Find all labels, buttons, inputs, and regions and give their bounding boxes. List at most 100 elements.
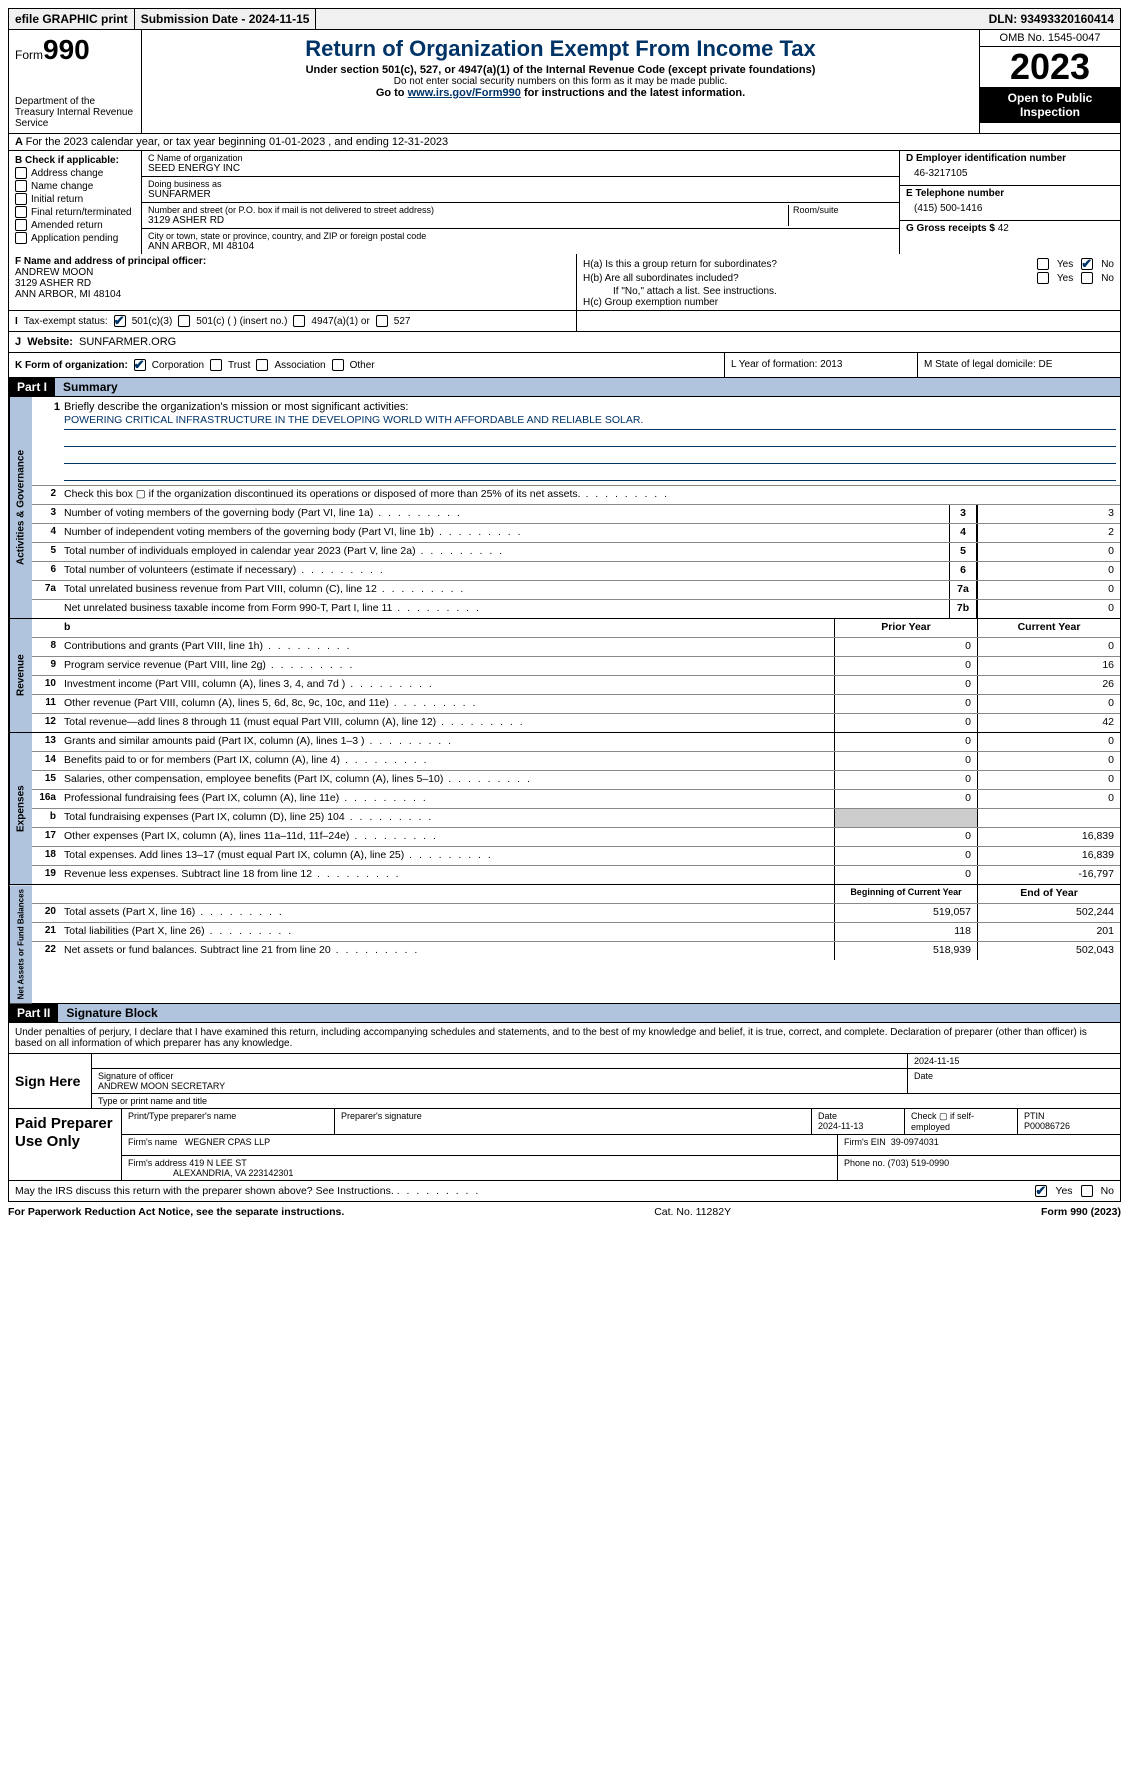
cb-ha-no[interactable]	[1081, 258, 1093, 270]
mission-text: POWERING CRITICAL INFRASTRUCTURE IN THE …	[64, 413, 1116, 430]
part1-title: Summary	[55, 378, 1120, 396]
vtab-exp: Expenses	[9, 733, 32, 884]
summary-line: bTotal fundraising expenses (Part IX, co…	[32, 809, 1120, 828]
form-number: Form990	[15, 34, 135, 66]
summary-line: 18Total expenses. Add lines 13–17 (must …	[32, 847, 1120, 866]
org-name: SEED ENERGY INC	[148, 163, 893, 174]
discuss-question: May the IRS discuss this return with the…	[15, 1185, 394, 1197]
row-klm: K Form of organization: Corporation Trus…	[8, 353, 1121, 378]
rev-h2: Current Year	[977, 619, 1120, 637]
col-b-label: B Check if applicable:	[15, 155, 135, 166]
tax-status-label: Tax-exempt status:	[24, 316, 108, 327]
sig-name-label: Type or print name and title	[92, 1094, 1120, 1108]
lbl-address-change: Address change	[31, 168, 103, 179]
inspection-label: Open to Public Inspection	[980, 87, 1120, 123]
sig-officer-label: Signature of officer	[98, 1071, 173, 1081]
cb-ha-yes[interactable]	[1037, 258, 1049, 270]
cb-address-change[interactable]	[15, 167, 27, 179]
net-h2: End of Year	[977, 885, 1120, 903]
gov-section: Activities & Governance 1 Briefly descri…	[8, 397, 1121, 619]
bottom-row: For Paperwork Reduction Act Notice, see …	[8, 1202, 1121, 1222]
prep-self-emp: Check ▢ if self-employed	[905, 1109, 1018, 1134]
omb-number: OMB No. 1545-0047	[980, 30, 1120, 47]
cb-initial-return[interactable]	[15, 193, 27, 205]
section-bcd: B Check if applicable: Address change Na…	[8, 151, 1121, 254]
officer-street: 3129 ASHER RD	[15, 278, 91, 289]
summary-line: 9Program service revenue (Part VIII, lin…	[32, 657, 1120, 676]
phone-label: E Telephone number	[906, 188, 1114, 199]
goto-note: Go to www.irs.gov/Form990 for instructio…	[146, 87, 975, 99]
cb-amended[interactable]	[15, 219, 27, 231]
dept-label: Department of the Treasury Internal Reve…	[15, 96, 135, 129]
lbl-no: No	[1101, 1185, 1114, 1197]
mission-label: Briefly describe the organization's miss…	[64, 401, 408, 413]
cb-name-change[interactable]	[15, 180, 27, 192]
paid-preparer-block: Paid Preparer Use Only Print/Type prepar…	[8, 1109, 1121, 1181]
lbl-other: Other	[350, 360, 375, 371]
signature-declaration: Under penalties of perjury, I declare th…	[8, 1023, 1121, 1054]
phone-value: (415) 500-1416	[906, 199, 1114, 218]
cb-trust[interactable]	[210, 359, 222, 371]
website-value: SUNFARMER.ORG	[79, 336, 176, 348]
efile-label: efile GRAPHIC print	[9, 9, 135, 29]
summary-line: 2Check this box ▢ if the organization di…	[32, 486, 1120, 505]
cb-other[interactable]	[332, 359, 344, 371]
sig-officer-name: ANDREW MOON SECRETARY	[98, 1081, 225, 1091]
form-ref: Form 990 (2023)	[1041, 1206, 1121, 1218]
officer-city: ANN ARBOR, MI 48104	[15, 289, 121, 300]
vtab-net: Net Assets or Fund Balances	[9, 885, 32, 1003]
summary-line: 20Total assets (Part X, line 16)519,0575…	[32, 904, 1120, 923]
part1-header-row: Part I Summary	[8, 378, 1121, 397]
city-value: ANN ARBOR, MI 48104	[148, 241, 893, 252]
cb-app-pending[interactable]	[15, 232, 27, 244]
cb-discuss-yes[interactable]	[1035, 1185, 1047, 1197]
firm-addr-label: Firm's address	[128, 1158, 187, 1168]
hc-label: H(c) Group exemption number	[583, 297, 1114, 308]
firm-addr2: ALEXANDRIA, VA 223142301	[173, 1168, 293, 1178]
dba-value: SUNFARMER	[148, 189, 893, 200]
prep-date: 2024-11-13	[818, 1121, 863, 1131]
footer-discuss: May the IRS discuss this return with the…	[8, 1181, 1121, 1202]
part2-title: Signature Block	[58, 1004, 1120, 1022]
lbl-name-change: Name change	[31, 181, 93, 192]
ha-label: H(a) Is this a group return for subordin…	[583, 259, 777, 270]
cb-527[interactable]	[376, 315, 388, 327]
irs-link[interactable]: www.irs.gov/Form990	[408, 87, 521, 99]
firm-name-label: Firm's name	[128, 1137, 177, 1147]
street-label: Number and street (or P.O. box if mail i…	[148, 205, 788, 215]
row-fh: F Name and address of principal officer:…	[8, 254, 1121, 311]
lbl-final-return: Final return/terminated	[31, 207, 132, 218]
lbl-app-pending: Application pending	[31, 233, 118, 244]
ptin-value: P00086726	[1024, 1121, 1070, 1131]
officer-label: F Name and address of principal officer:	[15, 256, 206, 267]
cb-501c3[interactable]	[114, 315, 126, 327]
cb-final-return[interactable]	[15, 206, 27, 218]
cat-no: Cat. No. 11282Y	[654, 1206, 731, 1218]
net-section: Net Assets or Fund Balances Beginning of…	[8, 885, 1121, 1004]
cb-501c[interactable]	[178, 315, 190, 327]
prep-name-label: Print/Type preparer's name	[122, 1109, 335, 1134]
exp-section: Expenses 13Grants and similar amounts pa…	[8, 733, 1121, 885]
cb-corp[interactable]	[134, 359, 146, 371]
cb-discuss-no[interactable]	[1081, 1185, 1093, 1197]
summary-line: 14Benefits paid to or for members (Part …	[32, 752, 1120, 771]
summary-line: 6Total number of volunteers (estimate if…	[32, 562, 1120, 581]
cb-assoc[interactable]	[256, 359, 268, 371]
prep-date-label: Date	[818, 1111, 837, 1121]
summary-line: 10Investment income (Part VIII, column (…	[32, 676, 1120, 695]
part1-label: Part I	[9, 378, 55, 396]
prep-sig-label: Preparer's signature	[335, 1109, 812, 1134]
cb-hb-yes[interactable]	[1037, 272, 1049, 284]
form-subtitle: Under section 501(c), 527, or 4947(a)(1)…	[146, 64, 975, 76]
paperwork-notice: For Paperwork Reduction Act Notice, see …	[8, 1206, 344, 1218]
year-formation: L Year of formation: 2013	[725, 353, 918, 377]
summary-line: 3Number of voting members of the governi…	[32, 505, 1120, 524]
top-bar: efile GRAPHIC print Submission Date - 20…	[8, 8, 1121, 30]
lbl-4947: 4947(a)(1) or	[311, 316, 369, 327]
cb-hb-no[interactable]	[1081, 272, 1093, 284]
row-a-tax-year: A For the 2023 calendar year, or tax yea…	[8, 134, 1121, 151]
cb-4947[interactable]	[293, 315, 305, 327]
summary-line: Net unrelated business taxable income fr…	[32, 600, 1120, 618]
lbl-501c3: 501(c)(3)	[132, 316, 173, 327]
firm-addr1: 419 N LEE ST	[189, 1158, 247, 1168]
